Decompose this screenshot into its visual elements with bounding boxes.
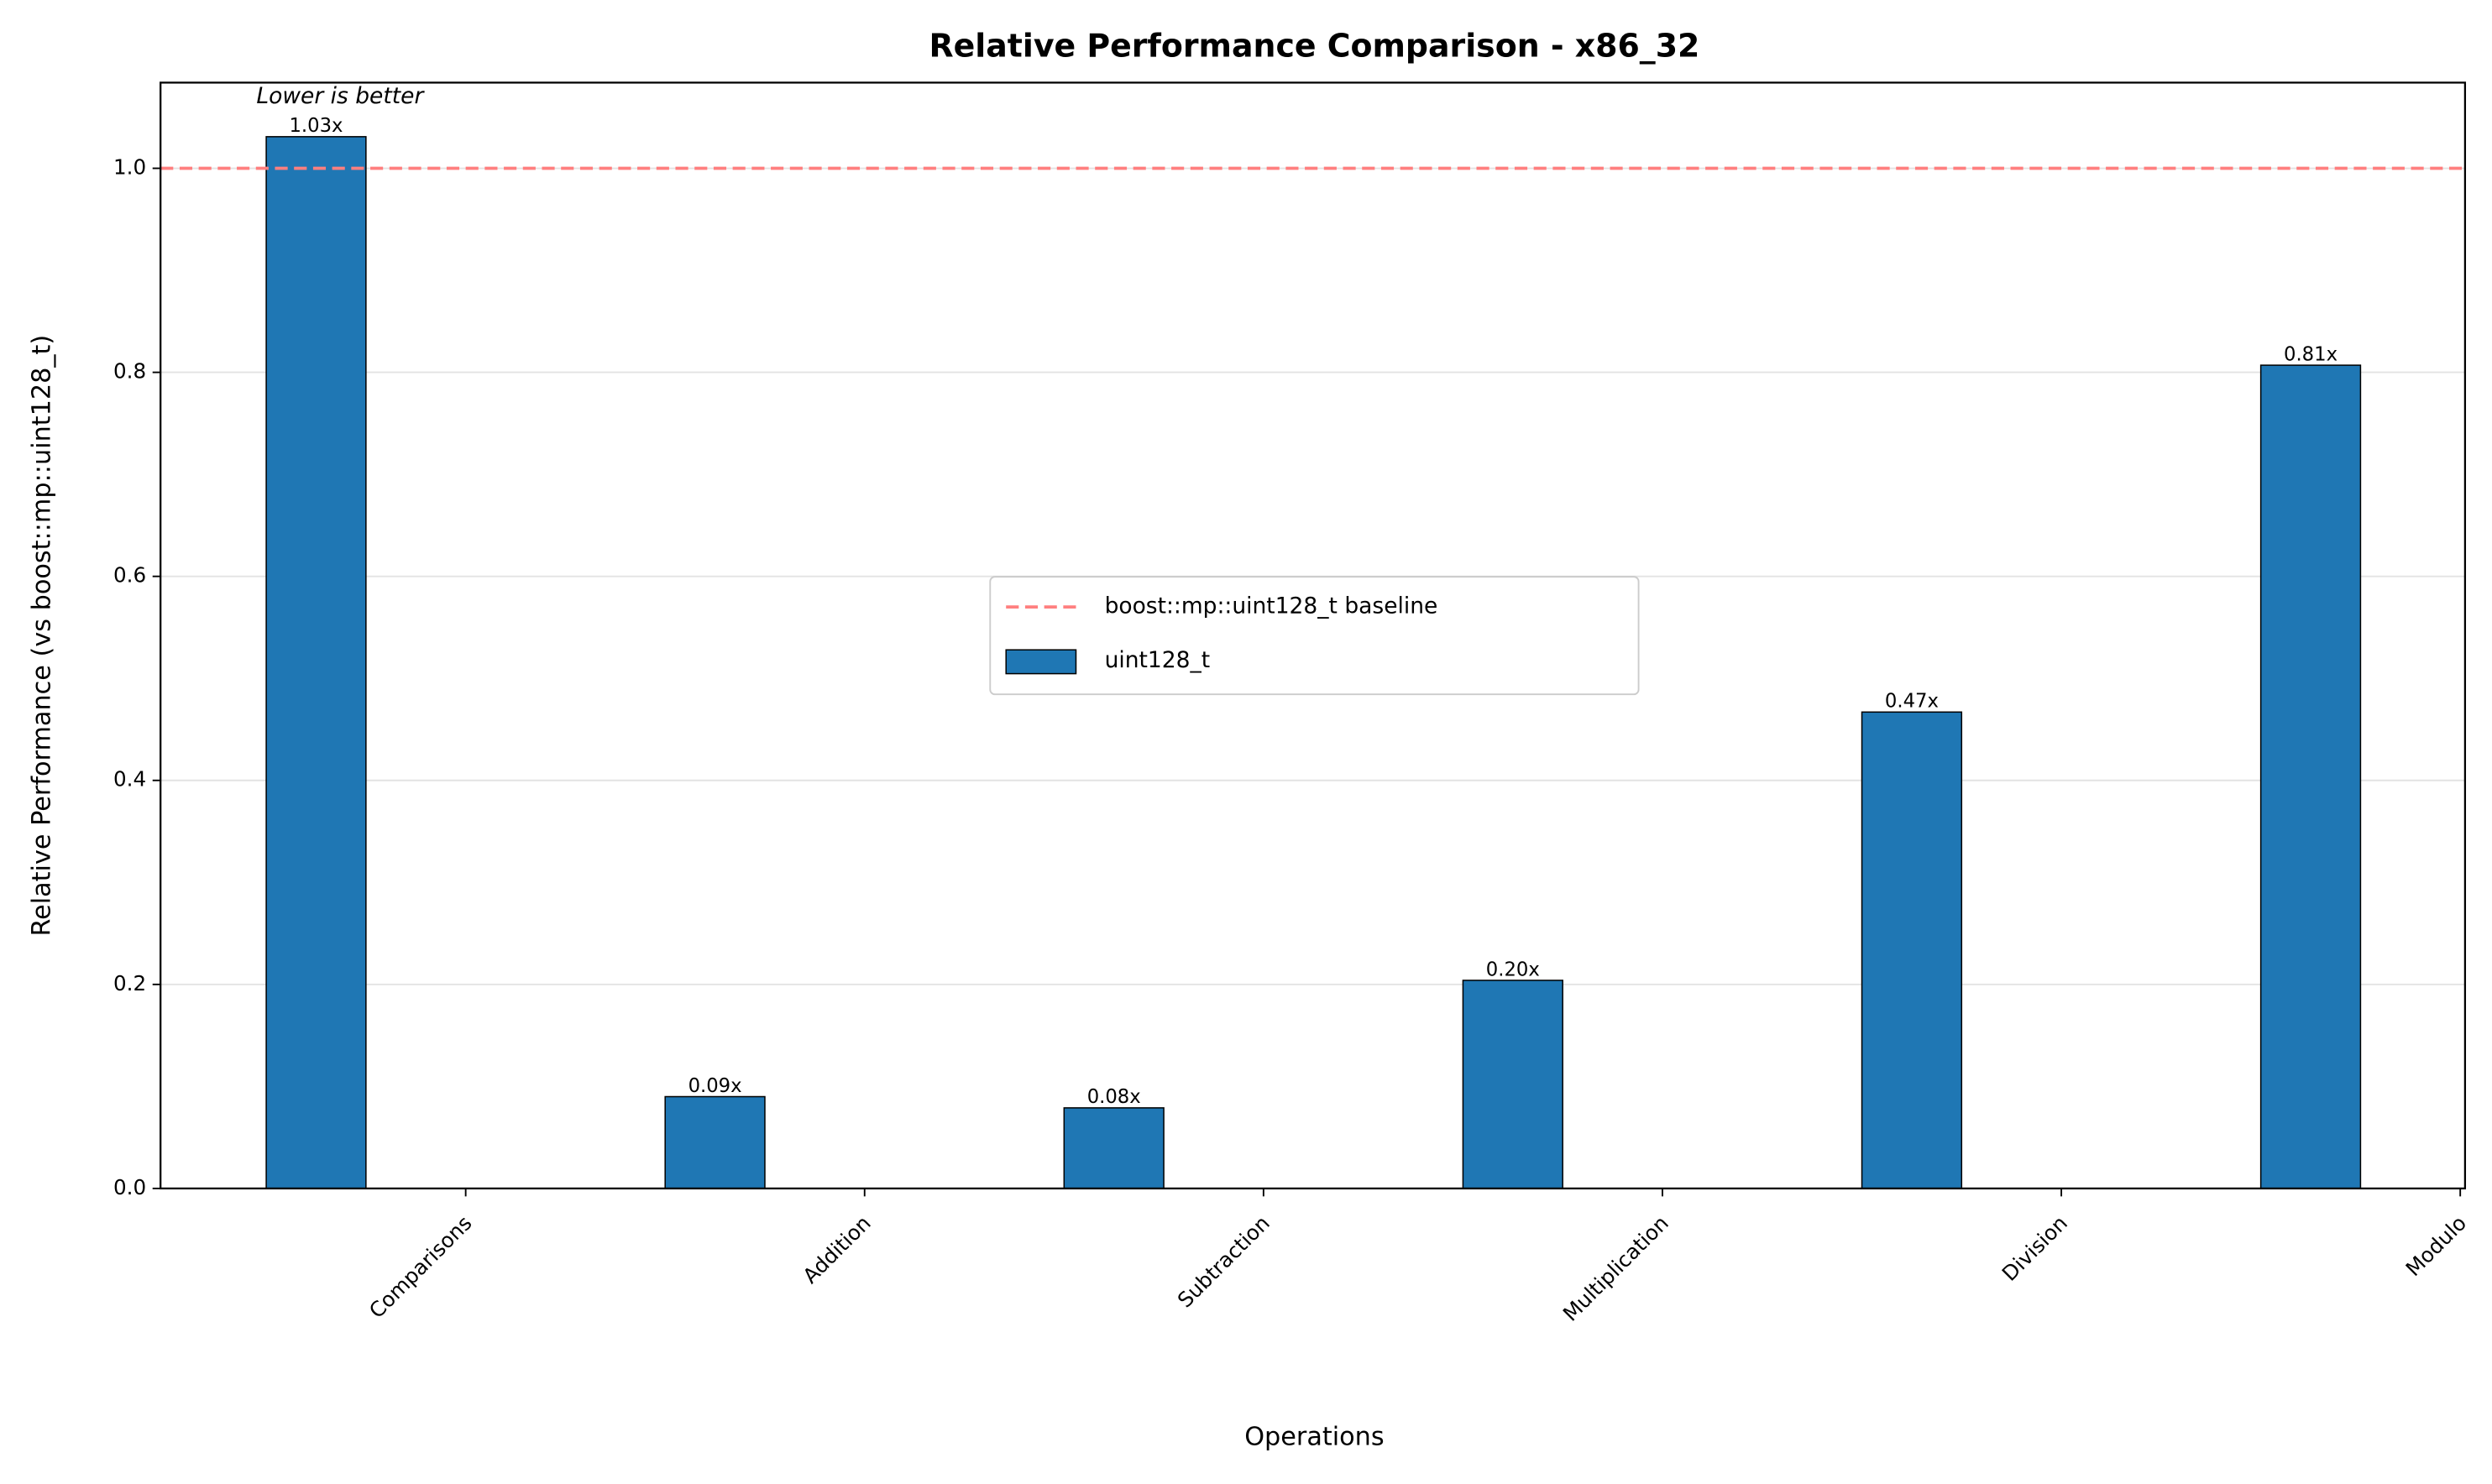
- bar: [1462, 980, 1563, 1189]
- x-tick-label: Subtraction: [1173, 1210, 1275, 1312]
- legend-label: uint128_t: [1105, 647, 1211, 673]
- legend-label: boost::mp::uint128_t baseline: [1105, 593, 1438, 619]
- legend-swatch: [1005, 649, 1077, 675]
- x-tick-label: Multiplication: [1558, 1210, 1673, 1325]
- legend-box: [989, 576, 1640, 696]
- x-tick-label: Division: [1997, 1210, 2072, 1285]
- y-tick-label: 0.8: [113, 359, 146, 384]
- bar: [1063, 1107, 1165, 1189]
- bar: [265, 136, 367, 1189]
- y-tick-label: 0.6: [113, 563, 146, 588]
- x-axis-label: Operations: [1244, 1423, 1384, 1452]
- plot-frame: [160, 81, 2467, 1190]
- chart-title: Relative Performance Comparison - x86_32: [929, 27, 1699, 64]
- bar: [1861, 711, 1963, 1189]
- y-axis-label: Relative Performance (vs boost::mp::uint…: [28, 335, 57, 937]
- bar: [664, 1095, 766, 1189]
- value-label: 0.08x: [1087, 1086, 1141, 1108]
- x-tick-label: Addition: [798, 1210, 875, 1288]
- x-tick-label: Modulo: [2400, 1210, 2471, 1281]
- bar: [2259, 364, 2362, 1189]
- x-tick-label: Comparisons: [364, 1210, 477, 1323]
- annotation: Lower is better: [256, 83, 425, 109]
- y-tick-label: 0.2: [113, 971, 146, 995]
- y-tick-label: 0.0: [113, 1175, 146, 1199]
- value-label: 1.03x: [289, 115, 343, 137]
- value-label: 0.09x: [688, 1075, 742, 1097]
- value-label: 0.20x: [1486, 959, 1540, 980]
- y-tick-label: 0.4: [113, 767, 146, 792]
- value-label: 0.47x: [1885, 691, 1939, 713]
- y-tick-label: 1.0: [113, 155, 146, 180]
- value-label: 0.81x: [2284, 343, 2338, 365]
